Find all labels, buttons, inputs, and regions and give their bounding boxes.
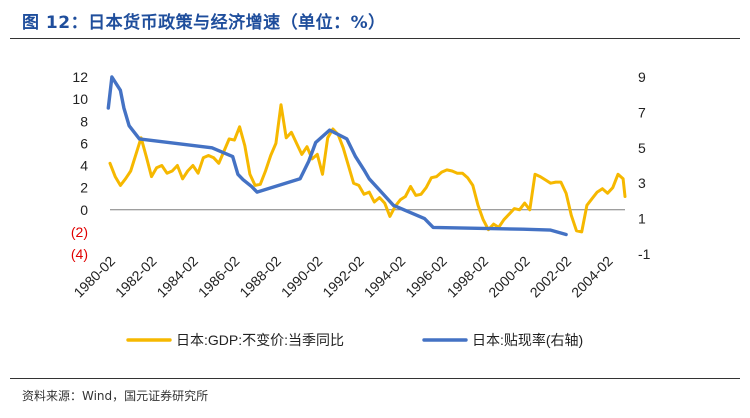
x-tick-label: 1982-02 — [112, 253, 160, 301]
gdp-series-line — [108, 103, 627, 234]
x-tick-label: 1986-02 — [195, 253, 243, 301]
legend: 日本:GDP:不变价:当季同比 日本:贴现率(右轴) — [126, 332, 583, 348]
left-tick-label: 4 — [80, 158, 88, 174]
discount-rate-series-line — [106, 75, 568, 237]
x-tick-label: 2002-02 — [527, 253, 575, 301]
bottom-divider — [10, 378, 740, 379]
left-tick-label: 0 — [80, 202, 88, 218]
x-tick-label: 1994-02 — [361, 253, 409, 301]
top-divider — [10, 38, 740, 39]
x-tick-label: 1996-02 — [402, 253, 450, 301]
series-layer — [106, 75, 627, 237]
right-tick-label: 9 — [638, 69, 646, 85]
figure-title: 图 12：日本货币政策与经济增速（单位：%） — [22, 13, 386, 33]
left-tick-label: 8 — [80, 113, 88, 129]
left-tick-label: (4) — [71, 246, 88, 262]
x-tick-label: 1998-02 — [444, 253, 492, 301]
x-tick-label: 1988-02 — [236, 253, 284, 301]
legend-gdp-label: 日本:GDP:不变价:当季同比 — [176, 332, 344, 348]
x-tick-label: 1992-02 — [319, 253, 367, 301]
left-tick-label: 10 — [72, 91, 88, 107]
x-tick-label: 2004-02 — [568, 253, 616, 301]
right-tick-label: 7 — [638, 104, 646, 120]
left-tick-label: 2 — [80, 180, 88, 196]
right-axis-ticks: 9 7 5 3 1 -1 — [638, 69, 651, 262]
x-axis-ticks: 1980-021982-021984-021986-021988-021990-… — [70, 253, 615, 301]
right-tick-label: -1 — [638, 246, 651, 262]
left-tick-label: 6 — [80, 135, 88, 151]
right-tick-label: 3 — [638, 175, 646, 191]
right-tick-label: 1 — [638, 211, 646, 227]
chart-svg: 12 10 8 6 4 2 0 (2) (4) 9 7 5 3 1 -1 1980-021982-0219… — [70, 69, 651, 348]
x-tick-label: 1990-02 — [278, 253, 326, 301]
left-tick-label: 12 — [72, 69, 88, 85]
x-tick-label: 2000-02 — [485, 253, 533, 301]
left-axis-ticks: 12 10 8 6 4 2 0 (2) (4) — [71, 69, 88, 262]
legend-discount-rate-label: 日本:贴现率(右轴) — [472, 332, 583, 348]
x-tick-label: 1984-02 — [153, 253, 201, 301]
left-tick-label: (2) — [71, 224, 88, 240]
source-note: 资料来源：Wind，国元证券研究所 — [22, 389, 209, 403]
right-tick-label: 5 — [638, 140, 646, 156]
